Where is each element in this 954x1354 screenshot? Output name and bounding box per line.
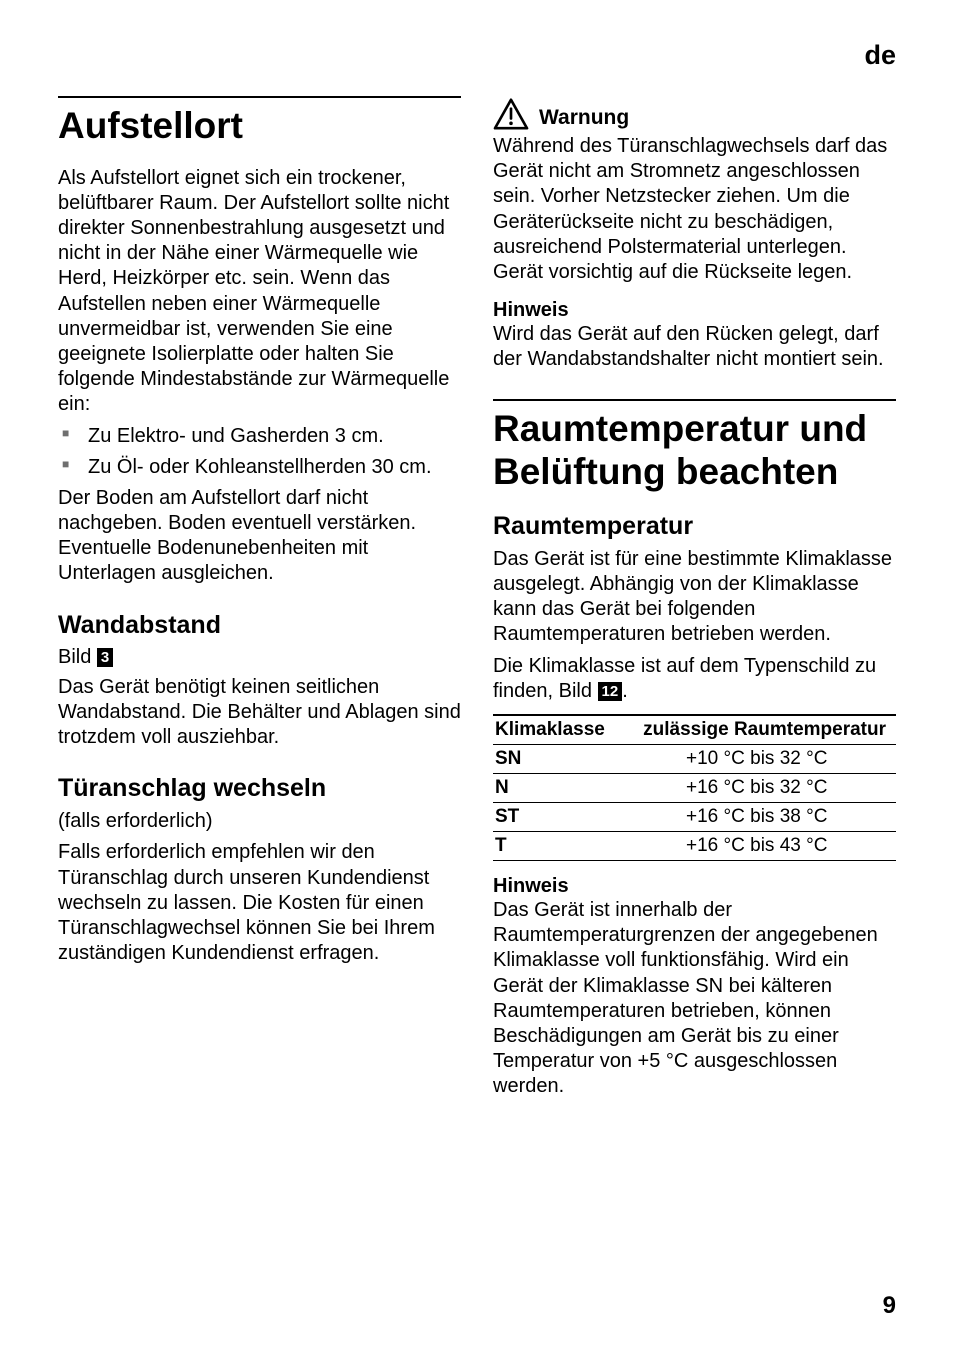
cell-klasse: SN: [493, 744, 617, 773]
klimaklasse-table: Klimaklasse zulässige Raumtemperatur SN …: [493, 714, 896, 861]
warning-label: Warnung: [539, 106, 629, 130]
list-item: Zu Elektro- und Gasherden 3 cm.: [58, 424, 461, 449]
list-item: Zu Öl- oder Kohleanstellherden 30 cm.: [58, 455, 461, 480]
heading-raumtemperatur: Raumtemperatur und Belüftung beachten: [493, 407, 896, 494]
period: .: [622, 680, 628, 702]
tueranschlag-paragraph: Falls erforderlich empfehlen wir den Tür…: [58, 840, 461, 966]
figure-ref-icon: 3: [97, 648, 113, 667]
cell-temp: +16 °C bis 43 °C: [617, 831, 896, 860]
heading-tueranschlag: Türanschlag wechseln: [58, 774, 461, 803]
bild-word: Bild: [58, 646, 91, 668]
bullet-list: Zu Elektro- und Gasherden 3 cm. Zu Öl- o…: [58, 424, 461, 480]
warning-paragraph: Während des Türanschlagwechsels darf das…: [493, 134, 896, 285]
wandabstand-paragraph: Das Gerät benötigt keinen seitlichen Wan…: [58, 675, 461, 751]
cell-temp: +16 °C bis 38 °C: [617, 802, 896, 831]
col-header-temperatur: zulässige Raumtemperatur: [617, 715, 896, 745]
cell-klasse: N: [493, 773, 617, 802]
raumtemp-paragraph-1: Das Gerät ist für eine bestimmte Klimakl…: [493, 547, 896, 648]
table-row: SN +10 °C bis 32 °C: [493, 744, 896, 773]
col-header-klimaklasse: Klimaklasse: [493, 715, 617, 745]
section-separator: [58, 96, 461, 98]
raumtemp-p2-text: Die Klimaklasse ist auf dem Typenschild …: [493, 655, 876, 702]
heading-aufstellort: Aufstellort: [58, 104, 461, 148]
table-header-row: Klimaklasse zulässige Raumtemperatur: [493, 715, 896, 745]
content-columns: Aufstellort Als Aufstellort eignet sich …: [58, 96, 896, 1105]
figure-ref-icon: 12: [598, 682, 623, 701]
table-row: N +16 °C bis 32 °C: [493, 773, 896, 802]
left-column: Aufstellort Als Aufstellort eignet sich …: [58, 96, 461, 1105]
page-number: 9: [883, 1292, 896, 1320]
table-row: ST +16 °C bis 38 °C: [493, 802, 896, 831]
bild-reference-line: Bild 3: [58, 646, 461, 669]
raumtemp-paragraph-2: Die Klimaklasse ist auf dem Typenschild …: [493, 654, 896, 704]
cell-klasse: T: [493, 831, 617, 860]
table-row: T +16 °C bis 43 °C: [493, 831, 896, 860]
hinweis-label: Hinweis: [493, 299, 896, 322]
hinweis-paragraph: Wird das Gerät auf den Rücken gelegt, da…: [493, 322, 896, 372]
intro-paragraph: Als Aufstellort eignet sich ein trockene…: [58, 166, 461, 418]
cell-klasse: ST: [493, 802, 617, 831]
right-column: Warnung Während des Türanschlagwechsels …: [493, 96, 896, 1105]
cell-temp: +16 °C bis 32 °C: [617, 773, 896, 802]
falls-note: (falls erforderlich): [58, 809, 461, 834]
heading-wandabstand: Wandabstand: [58, 611, 461, 640]
warning-icon: [493, 98, 529, 130]
hinweis-paragraph: Das Gerät ist innerhalb der Raumtemperat…: [493, 898, 896, 1100]
language-marker: de: [864, 40, 896, 71]
hinweis-label: Hinweis: [493, 875, 896, 898]
page: de Aufstellort Als Aufstellort eignet si…: [0, 0, 954, 1354]
warning-header: Warnung: [493, 98, 896, 130]
after-bullets-paragraph: Der Boden am Aufstellort darf nicht nach…: [58, 486, 461, 587]
section-separator: [493, 399, 896, 401]
subheading-raumtemperatur: Raumtemperatur: [493, 512, 896, 541]
cell-temp: +10 °C bis 32 °C: [617, 744, 896, 773]
